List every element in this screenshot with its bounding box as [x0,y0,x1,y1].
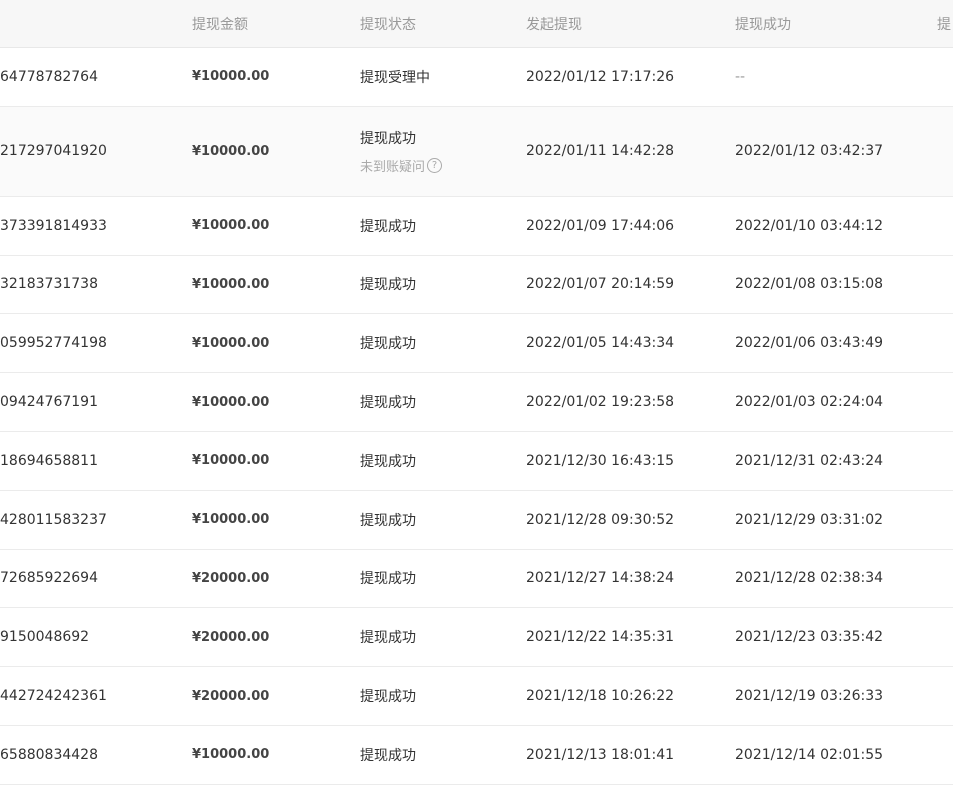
status-cell: 提现成功 [360,667,416,725]
header-success-time: 提现成功 [735,16,791,33]
status-cell: 提现成功未到账疑问? [360,107,443,196]
withdrawal-id: 72685922694 [0,570,98,587]
status-text: 提现成功 [360,277,416,294]
amount: ¥10000.00 [192,453,270,469]
status-cell: 提现成功 [360,491,416,549]
table-row: 09424767191 ¥10000.00 提现成功 2022/01/02 19:23… [0,373,953,432]
start-time: 2022/01/09 17:44:06 [526,217,675,234]
table-body: 64778782764 ¥10000.00 提现受理中 2022/01/12 17:1… [0,48,953,785]
table-header: 提现金额 提现状态 发起提现 提现成功 提 [0,0,953,48]
success-time: 2022/01/12 03:42:37 [735,143,884,160]
amount: ¥10000.00 [192,747,270,763]
amount: ¥20000.00 [192,570,270,586]
withdrawal-id: 64778782764 [0,68,98,85]
amount: ¥10000.00 [192,512,270,528]
status-text: 提现成功 [360,218,416,235]
success-time: 2021/12/23 03:35:42 [735,629,884,646]
amount: ¥10000.00 [192,335,270,351]
amount: ¥10000.00 [192,394,270,410]
status-text: 提现成功 [360,747,416,764]
header-start-time: 发起提现 [526,16,582,33]
table-row: 217297041920 ¥10000.00 提现成功未到账疑问? 2022/01/1… [0,106,953,197]
inquiry-link-text: 未到账疑问 [360,159,426,175]
status-text: 提现成功 [360,453,416,470]
success-time: 2022/01/03 02:24:04 [735,394,884,411]
amount: ¥10000.00 [192,218,270,234]
start-time: 2022/01/11 14:42:28 [526,143,675,160]
status-cell: 提现成功 [360,197,416,255]
status-cell: 提现受理中 [360,48,430,106]
success-time: 2021/12/19 03:26:33 [735,688,884,705]
start-time: 2021/12/27 14:38:24 [526,570,675,587]
withdrawal-id: 442724242361 [0,688,107,705]
withdrawal-id: 18694658811 [0,452,98,469]
table-row: 18694658811 ¥10000.00 提现成功 2021/12/30 16:43… [0,432,953,491]
amount: ¥10000.00 [192,276,270,292]
status-text: 提现成功 [360,512,416,529]
start-time: 2022/01/02 19:23:58 [526,394,675,411]
withdrawal-id: 65880834428 [0,746,98,763]
table-row: 373391814933 ¥10000.00 提现成功 2022/01/09 17:4… [0,197,953,256]
success-time: 2021/12/28 02:38:34 [735,570,884,587]
withdrawal-id: 428011583237 [0,511,107,528]
success-time: 2022/01/06 03:43:49 [735,335,884,352]
success-time: 2021/12/29 03:31:02 [735,511,884,528]
table-row: 442724242361 ¥20000.00 提现成功 2021/12/18 10:2… [0,667,953,726]
start-time: 2021/12/30 16:43:15 [526,452,675,469]
header-amount: 提现金额 [192,16,248,33]
withdrawal-id: 32183731738 [0,276,98,293]
amount: ¥20000.00 [192,629,270,645]
success-time: 2021/12/14 02:01:55 [735,746,884,763]
status-cell: 提现成功 [360,726,416,784]
status-cell: 提现成功 [360,550,416,608]
status-cell: 提现成功 [360,432,416,490]
withdrawal-id: 217297041920 [0,143,107,160]
status-text: 提现成功 [360,689,416,706]
table-row: 32183731738 ¥10000.00 提现成功 2022/01/07 20:14… [0,256,953,315]
status-cell: 提现成功 [360,256,416,314]
start-time: 2022/01/07 20:14:59 [526,276,675,293]
status-cell: 提现成功 [360,314,416,372]
success-time: -- [735,68,746,85]
question-circle-icon[interactable]: ? [427,157,443,173]
amount: ¥10000.00 [192,143,270,159]
status-cell: 提现成功 [360,608,416,666]
start-time: 2021/12/18 10:26:22 [526,688,675,705]
status-cell: 提现成功 [360,373,416,431]
withdrawal-id: 373391814933 [0,217,107,234]
not-received-inquiry-link[interactable]: 未到账疑问? [360,156,443,175]
status-text: 提现成功 [360,571,416,588]
table-row: 428011583237 ¥10000.00 提现成功 2021/12/28 09:3… [0,491,953,550]
status-text: 提现受理中 [360,69,430,86]
status-text: 提现成功 [360,630,416,647]
start-time: 2021/12/28 09:30:52 [526,511,675,528]
table-row: 65880834428 ¥10000.00 提现成功 2021/12/13 18:01… [0,726,953,785]
success-time: 2022/01/08 03:15:08 [735,276,884,293]
status-text: 提现成功 [360,130,416,147]
status-text: 提现成功 [360,395,416,412]
withdrawal-id: 09424767191 [0,394,98,411]
table-row: 059952774198 ¥10000.00 提现成功 2022/01/05 14:4… [0,314,953,374]
start-time: 2022/01/05 14:43:34 [526,335,675,352]
start-time: 2021/12/22 14:35:31 [526,629,675,646]
success-time: 2021/12/31 02:43:24 [735,452,884,469]
amount: ¥20000.00 [192,688,270,704]
start-time: 2022/01/12 17:17:26 [526,68,675,85]
table-row: 64778782764 ¥10000.00 提现受理中 2022/01/12 17:1… [0,48,953,107]
header-status: 提现状态 [360,16,416,33]
amount: ¥10000.00 [192,69,270,85]
withdrawal-id: 059952774198 [0,335,107,352]
header-truncated: 提 [937,16,951,33]
withdrawal-id: 9150048692 [0,629,90,646]
start-time: 2021/12/13 18:01:41 [526,746,675,763]
table-row: 72685922694 ¥20000.00 提现成功 2021/12/27 14:38… [0,550,953,609]
success-time: 2022/01/10 03:44:12 [735,217,884,234]
table-row: 9150048692 ¥20000.00 提现成功 2021/12/22 14:35:… [0,608,953,668]
status-text: 提现成功 [360,336,416,353]
